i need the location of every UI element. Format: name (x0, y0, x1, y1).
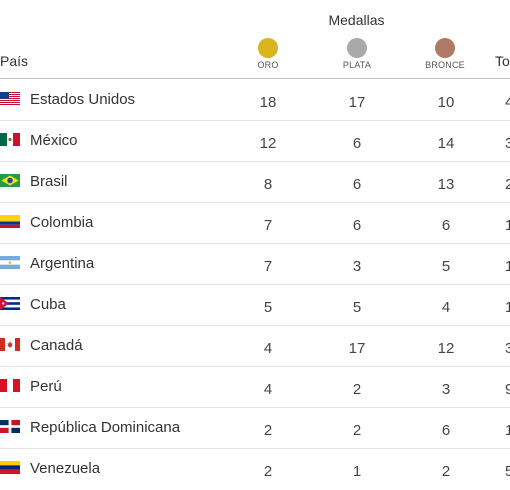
gold-label: ORO (257, 60, 279, 70)
bronze-column-header[interactable]: BRONCE (405, 38, 485, 70)
row-divider (0, 325, 510, 326)
total-count: 45 (505, 94, 510, 111)
country-name: Cuba (30, 296, 66, 313)
silver-count: 5 (352, 299, 362, 316)
country-name: Venezuela (30, 460, 101, 477)
usa-flag-icon (0, 92, 20, 105)
bronze-count: 4 (441, 299, 451, 316)
silver-count: 2 (352, 381, 362, 398)
row-divider (0, 202, 510, 203)
bronze-label: BRONCE (425, 60, 465, 70)
bronze-count: 13 (437, 176, 455, 193)
table-row[interactable]: Cuba 5 5 4 14 (0, 285, 510, 326)
silver-count: 6 (352, 217, 362, 234)
medals-title: Medallas (328, 12, 385, 28)
header-divider (0, 78, 510, 79)
argentina-flag-icon (0, 256, 20, 269)
country-name: Perú (30, 378, 62, 395)
gold-column-header[interactable]: ORO (228, 38, 308, 70)
bronze-count: 14 (437, 135, 455, 152)
silver-count: 3 (352, 258, 362, 275)
brazil-flag-icon (0, 174, 20, 187)
row-divider (0, 243, 510, 244)
country-column-header[interactable]: País (0, 53, 29, 69)
row-divider (0, 366, 510, 367)
total-count: 9 (505, 381, 510, 398)
silver-count: 2 (352, 422, 362, 439)
silver-label: PLATA (342, 60, 372, 70)
gold-count: 5 (263, 299, 273, 316)
country-name: Brasil (30, 173, 68, 190)
bronze-count: 2 (441, 463, 451, 480)
silver-count: 17 (348, 340, 366, 357)
canada-flag-icon (0, 338, 20, 351)
bronze-count: 6 (441, 422, 451, 439)
colombia-flag-icon (0, 215, 20, 228)
row-divider (0, 120, 510, 121)
row-divider (0, 161, 510, 162)
table-row[interactable]: Canadá 4 17 12 33 (0, 326, 510, 367)
silver-count: 6 (352, 135, 362, 152)
silver-medal-icon (347, 38, 367, 58)
total-count: 15 (505, 258, 510, 275)
country-name: Colombia (30, 214, 94, 231)
dominican-republic-flag-icon (0, 420, 20, 433)
total-count: 27 (505, 176, 510, 193)
total-count: 19 (505, 217, 510, 234)
country-name: República Dominicana (30, 419, 181, 436)
country-name: Canadá (30, 337, 83, 354)
table-row[interactable]: México 12 6 14 32 (0, 121, 510, 162)
gold-count: 7 (263, 217, 273, 234)
country-name: Argentina (30, 255, 95, 272)
total-count: 33 (505, 340, 510, 357)
bronze-count: 12 (437, 340, 455, 357)
venezuela-flag-icon (0, 461, 20, 474)
gold-count: 7 (263, 258, 273, 275)
gold-count: 4 (263, 381, 273, 398)
mexico-flag-icon (0, 133, 20, 146)
gold-count: 4 (263, 340, 273, 357)
silver-count: 6 (352, 176, 362, 193)
total-count: 5 (505, 463, 510, 480)
country-name: Estados Unidos (30, 91, 136, 108)
gold-medal-icon (258, 38, 278, 58)
cuba-flag-icon (0, 297, 20, 310)
gold-count: 12 (259, 135, 277, 152)
total-count: 32 (505, 135, 510, 152)
bronze-count: 3 (441, 381, 451, 398)
table-row[interactable]: Colombia 7 6 6 19 (0, 203, 510, 244)
table-row[interactable]: Brasil 8 6 13 27 (0, 162, 510, 203)
bronze-medal-icon (435, 38, 455, 58)
gold-count: 18 (259, 94, 277, 111)
country-name: México (30, 132, 78, 149)
silver-count: 17 (348, 94, 366, 111)
peru-flag-icon (0, 379, 20, 392)
table-row[interactable]: Perú 4 2 3 9 (0, 367, 510, 408)
row-divider (0, 448, 510, 449)
table-row[interactable]: República Dominicana 2 2 6 10 (0, 408, 510, 449)
row-divider (0, 407, 510, 408)
table-row[interactable]: Venezuela 2 1 2 5 (0, 449, 510, 490)
gold-count: 8 (263, 176, 273, 193)
total-column-header[interactable]: Total (495, 53, 510, 69)
bronze-count: 6 (441, 217, 451, 234)
bronze-count: 10 (437, 94, 455, 111)
table-row[interactable]: Estados Unidos 18 17 10 45 (0, 80, 510, 121)
total-count: 10 (505, 422, 510, 439)
total-count: 14 (505, 299, 510, 316)
table-row[interactable]: Argentina 7 3 5 15 (0, 244, 510, 285)
gold-count: 2 (263, 463, 273, 480)
silver-count: 1 (352, 463, 362, 480)
silver-column-header[interactable]: PLATA (317, 38, 397, 70)
row-divider (0, 284, 510, 285)
bronze-count: 5 (441, 258, 451, 275)
gold-count: 2 (263, 422, 273, 439)
